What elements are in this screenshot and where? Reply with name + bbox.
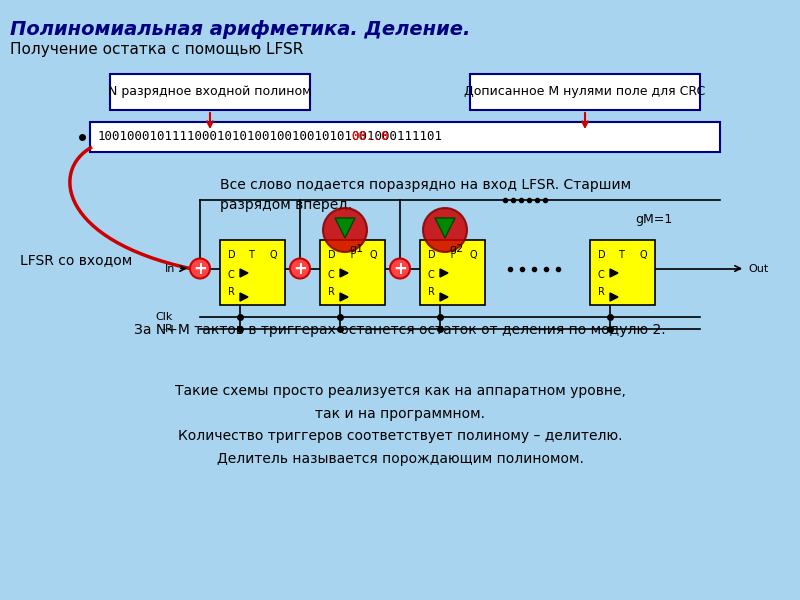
Text: C: C [428, 269, 434, 280]
Text: 1001000101111000101010010010010101001000111101: 1001000101111000101010010010010101001000… [98, 130, 443, 143]
Text: R: R [598, 287, 605, 297]
Polygon shape [610, 269, 618, 277]
Polygon shape [240, 293, 248, 301]
Text: D: D [598, 250, 606, 260]
Text: T: T [248, 250, 254, 260]
Text: C: C [598, 269, 605, 280]
Text: In: In [165, 263, 175, 274]
Text: R: R [428, 287, 435, 297]
FancyBboxPatch shape [90, 122, 720, 152]
Text: За N+M тактов в триггерах останется остаток от деления по модулю 2.: За N+M тактов в триггерах останется оста… [134, 323, 666, 337]
Circle shape [423, 208, 467, 252]
Bar [320, 240, 385, 305]
Text: Дописанное М нулями поле для CRC: Дописанное М нулями поле для CRC [464, 85, 706, 98]
Text: Полиномиальная арифметика. Деление.: Полиномиальная арифметика. Деление. [10, 20, 470, 39]
Polygon shape [435, 218, 455, 238]
Circle shape [290, 259, 310, 278]
Polygon shape [335, 218, 355, 238]
Circle shape [323, 208, 367, 252]
Polygon shape [240, 269, 248, 277]
Text: gM=1: gM=1 [635, 214, 672, 226]
Text: 00..0: 00..0 [351, 130, 389, 143]
Text: +: + [293, 259, 307, 277]
Text: +: + [393, 259, 407, 277]
Text: Получение остатка с помощью LFSR: Получение остатка с помощью LFSR [10, 42, 303, 57]
Text: D: D [228, 250, 236, 260]
Text: Out: Out [748, 263, 768, 274]
Text: R: R [328, 287, 335, 297]
Polygon shape [340, 293, 348, 301]
Text: +: + [193, 259, 207, 277]
FancyBboxPatch shape [110, 74, 310, 110]
Circle shape [390, 259, 410, 278]
Text: Q: Q [370, 250, 378, 260]
Text: g1: g1 [349, 244, 363, 254]
Text: T: T [448, 250, 454, 260]
Polygon shape [610, 293, 618, 301]
Text: C: C [328, 269, 334, 280]
Text: Q: Q [270, 250, 278, 260]
Polygon shape [440, 269, 448, 277]
Text: Q: Q [470, 250, 478, 260]
Text: D: D [428, 250, 436, 260]
Text: C: C [228, 269, 234, 280]
Polygon shape [440, 293, 448, 301]
Text: Q: Q [640, 250, 648, 260]
Text: R: R [228, 287, 235, 297]
Text: Все слово подается поразрядно на вход LFSR. Старшим
разрядом вперед.: Все слово подается поразрядно на вход LF… [220, 178, 631, 211]
Text: g2: g2 [449, 244, 463, 254]
Text: D: D [328, 250, 336, 260]
Text: Такие схемы просто реализуется как на аппаратном уровне,
так и на программном.
К: Такие схемы просто реализуется как на ап… [174, 384, 626, 466]
Text: N разрядное входной полином: N разрядное входной полином [108, 85, 312, 98]
Text: Clk: Clk [156, 312, 173, 322]
Circle shape [190, 259, 210, 278]
Bar [590, 240, 655, 305]
Bar [420, 240, 485, 305]
Text: T: T [618, 250, 624, 260]
Text: T: T [348, 250, 354, 260]
Polygon shape [340, 269, 348, 277]
Text: LFSR со входом: LFSR со входом [20, 253, 132, 267]
Text: -R: -R [162, 324, 173, 334]
FancyBboxPatch shape [470, 74, 700, 110]
Bar [220, 240, 285, 305]
